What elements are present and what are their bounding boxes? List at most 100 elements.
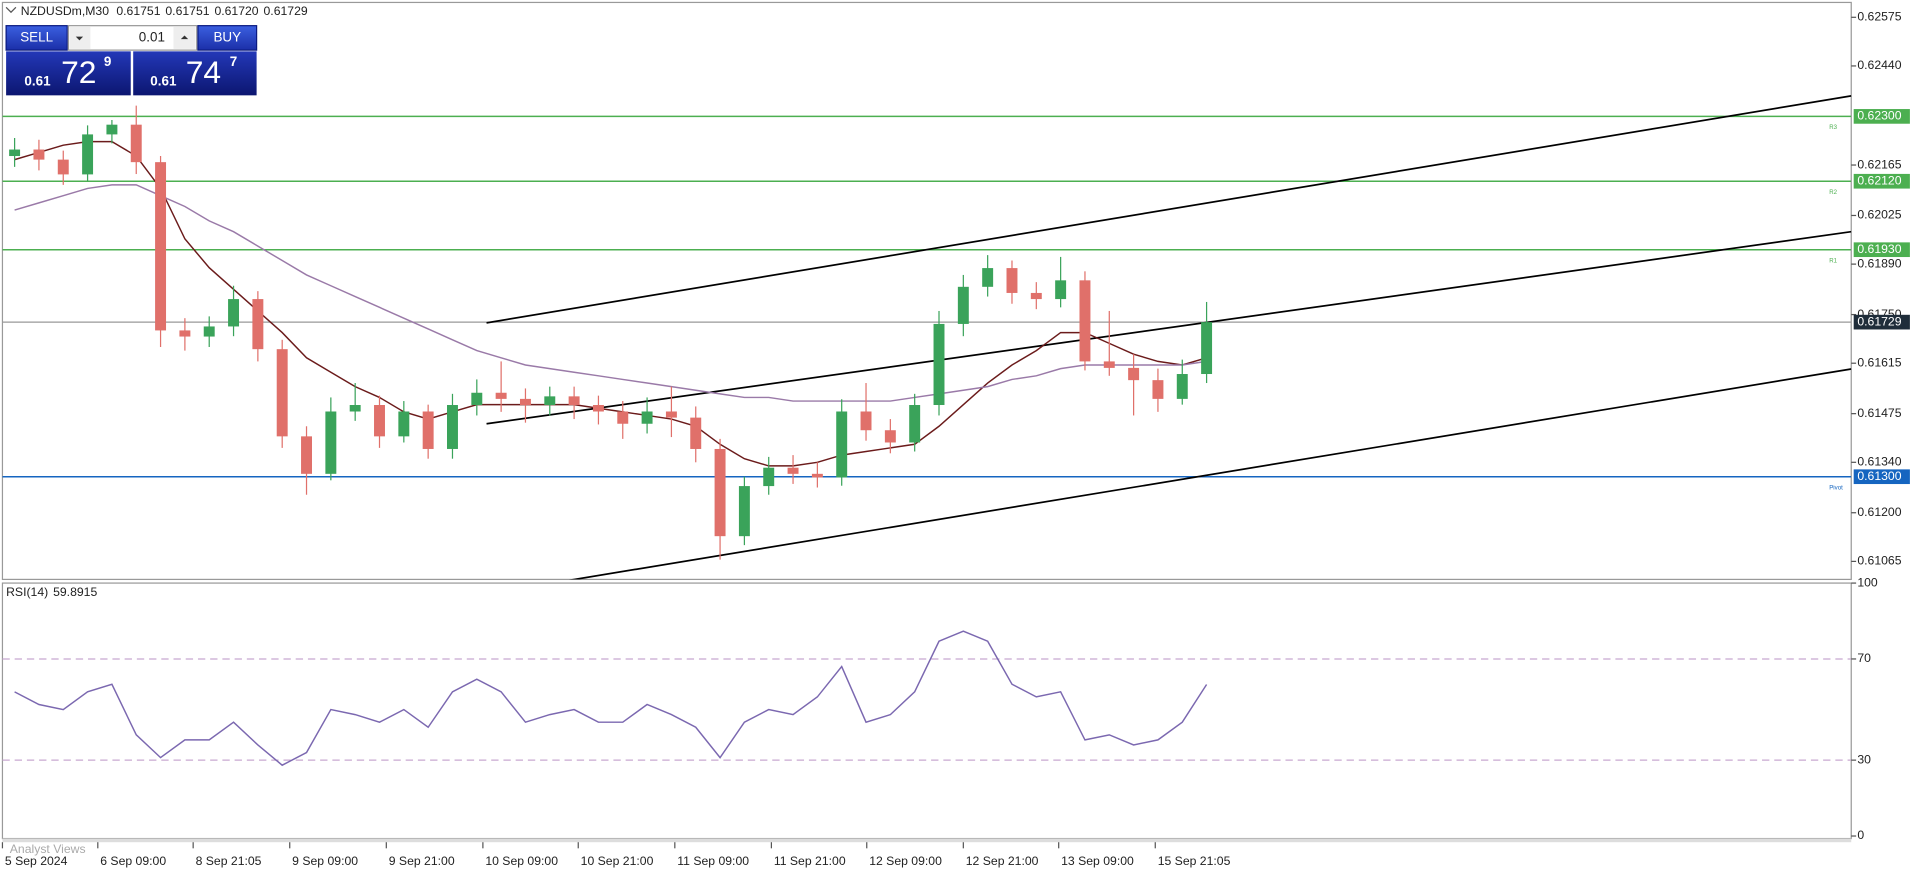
candle-body [374, 405, 385, 437]
x-tick-label: 11 Sep 09:00 [677, 854, 749, 868]
candle-body [982, 268, 994, 287]
chart-header: NZDUSDm,M30 0.61751 0.61751 0.61720 0.61729 [21, 4, 308, 18]
low: 0.61720 [214, 4, 258, 18]
candle-body [276, 349, 288, 437]
candle-body [252, 299, 264, 350]
candle-body [714, 448, 726, 537]
symbol: NZDUSDm,M30 [21, 4, 109, 18]
indicator-value: 59.8915 [53, 585, 97, 599]
level-name: Pivot [1829, 484, 1843, 491]
x-tick-label: 12 Sep 21:00 [966, 854, 1039, 868]
level-label: 0.61300 [1857, 469, 1901, 483]
candle-body [519, 398, 531, 406]
y-tick-label: 0.62440 [1857, 58, 1901, 72]
candle-body [909, 405, 921, 443]
candle-body [203, 326, 215, 337]
candle-body [641, 411, 653, 424]
candle-body [957, 286, 969, 324]
bid-box[interactable] [6, 51, 131, 96]
candle-body [1006, 268, 1018, 293]
y-tick-label: 0.61340 [1857, 455, 1901, 469]
header-icon [5, 6, 17, 14]
candle-body [1103, 361, 1115, 368]
candle-body [763, 467, 775, 487]
candle-body [665, 411, 677, 418]
candle-body [860, 411, 872, 431]
lot-down-arrow [75, 36, 84, 41]
level-name: R1 [1829, 257, 1837, 264]
candle-body [349, 405, 361, 412]
close: 0.61729 [264, 4, 308, 18]
candle-body [933, 323, 945, 406]
candle-body [422, 411, 434, 449]
indicator-header: RSI(14) 59.8915 [6, 585, 97, 599]
candle-body [82, 134, 94, 175]
candle-body [447, 405, 458, 449]
footer-tab[interactable]: Analyst Views [10, 842, 86, 856]
candle-body [1201, 322, 1213, 375]
series-line [14, 140, 1207, 467]
candle-body [1128, 367, 1140, 381]
level-name: R3 [1829, 124, 1837, 131]
x-tick-label: 9 Sep 21:00 [389, 854, 455, 868]
candle-body [1176, 374, 1188, 399]
candle-body [884, 430, 896, 443]
candle-body [1152, 380, 1164, 399]
current-price-box [1853, 314, 1910, 330]
current-price-label: 0.61729 [1857, 314, 1901, 328]
candle-body [130, 124, 142, 163]
candle-body [592, 405, 604, 412]
x-tick-label: 8 Sep 21:05 [196, 854, 262, 868]
main-panel [1, 1, 1852, 581]
y-tick-label: 0.61475 [1857, 406, 1901, 420]
sell-label[interactable]: SELL [20, 29, 53, 44]
x-tick-label: 13 Sep 09:00 [1061, 854, 1134, 868]
level-name: R2 [1829, 189, 1837, 196]
candle-body [155, 162, 167, 331]
buy-label[interactable]: BUY [213, 29, 241, 44]
candle-body [228, 299, 240, 327]
candle-body [544, 396, 556, 406]
level-label: 0.61930 [1857, 242, 1901, 256]
y-tick-label: 0.61200 [1857, 505, 1901, 519]
ask-box[interactable] [133, 51, 257, 96]
buy-button[interactable] [197, 25, 258, 51]
level-label-box [1853, 109, 1910, 124]
level-label-box [1853, 242, 1910, 258]
y-tick-label: 0.62575 [1857, 10, 1901, 24]
open: 0.61751 [116, 4, 160, 18]
candle-body [1079, 280, 1091, 362]
ask-small: 7 [230, 54, 237, 69]
x-tick-label: 6 Sep 09:00 [100, 854, 166, 868]
level-label: 0.62120 [1857, 173, 1901, 187]
candle-body [9, 149, 21, 157]
level-label-box [1853, 469, 1910, 485]
plot-area [2, 630, 1852, 767]
x-tick-label: 11 Sep 21:00 [774, 854, 846, 868]
lot-value[interactable]: 0.01 [139, 29, 165, 44]
plot-area [2, 95, 1852, 580]
x-tick-label: 5 Sep 2024 [5, 854, 68, 868]
y-tick-label: 0 [1857, 828, 1864, 842]
y-tick-label: 0.61615 [1857, 355, 1901, 369]
candle-body [811, 473, 823, 478]
trade-panel: SELL 0.01 BUY 0.61 72 9 0.61 74 7 [5, 25, 258, 96]
candle-body [33, 149, 45, 160]
sell-button[interactable] [5, 25, 68, 51]
x-tick-label: 15 Sep 21:05 [1158, 854, 1231, 868]
candle-body [398, 411, 410, 437]
high: 0.61751 [165, 4, 209, 18]
x-tick-label: 9 Sep 09:00 [292, 854, 358, 868]
y-tick-label: 30 [1857, 752, 1871, 766]
candle-body [568, 396, 580, 406]
candle-body [617, 411, 629, 424]
candle-body [1030, 292, 1042, 300]
candle-body [690, 417, 702, 449]
series-line [14, 630, 1208, 767]
y-tick-label: 70 [1857, 651, 1871, 665]
trendline [486, 95, 1852, 324]
indicator-name: RSI(14) [6, 585, 48, 599]
